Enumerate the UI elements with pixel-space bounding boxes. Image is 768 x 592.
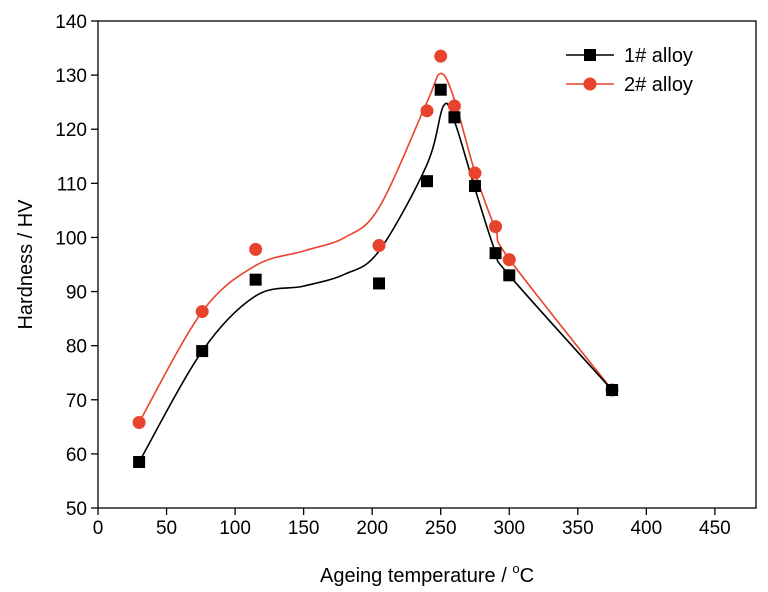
y-tick-label: 50 <box>66 499 87 520</box>
x-tick-label: 150 <box>288 518 320 539</box>
data-point-1 <box>421 175 433 188</box>
plot-layer <box>132 49 619 469</box>
data-point-2 <box>195 305 209 319</box>
data-point-1 <box>468 180 481 193</box>
data-point-2 <box>249 242 263 256</box>
data-point-1 <box>503 269 516 282</box>
x-axis: 0 50 100 150 200 250 300 350 400 450 <box>93 508 731 539</box>
x-axis-title: Ageing temperature / oC <box>320 561 534 587</box>
data-point-1 <box>373 277 386 290</box>
legend-marker-1 <box>584 49 596 61</box>
x-tick-label: 300 <box>493 518 525 539</box>
data-point-2 <box>502 253 516 267</box>
data-point-2 <box>447 99 461 113</box>
y-tick-label: 80 <box>66 337 87 358</box>
x-tick-label: 100 <box>219 518 251 539</box>
data-point-1 <box>249 273 262 286</box>
plot-frame <box>97 20 757 509</box>
y-tick-label: 120 <box>55 120 87 141</box>
x-tick-label: 400 <box>630 518 662 539</box>
legend-label-2: 2# alloy <box>624 74 693 96</box>
data-point-2 <box>489 220 503 234</box>
data-point-1 <box>434 83 447 96</box>
y-tick-label: 60 <box>66 445 87 466</box>
data-point-1 <box>448 111 461 124</box>
data-point-2 <box>132 416 146 430</box>
y-tick-label: 90 <box>66 283 87 304</box>
y-axis: 50 60 70 80 90 100 110 120 130 140 <box>55 12 98 520</box>
y-tick-label: 140 <box>55 12 87 33</box>
x-tick-label: 450 <box>699 518 731 539</box>
y-axis-title: Hardness / HV <box>15 199 37 330</box>
y-tick-label: 110 <box>57 174 87 195</box>
data-point-1 <box>489 247 502 260</box>
x-tick-label: 200 <box>356 518 388 539</box>
legend-label-1: 1# alloy <box>624 45 693 67</box>
x-tick-label: 250 <box>425 518 457 539</box>
y-tick-label: 70 <box>66 391 87 412</box>
y-tick-label: 100 <box>55 228 87 249</box>
y-tick-label: 130 <box>55 66 87 87</box>
x-tick-label: 350 <box>562 518 594 539</box>
series-line-2 <box>138 72 613 423</box>
data-point-1 <box>133 456 146 469</box>
data-point-1 <box>196 345 209 358</box>
legend: 1# alloy 2# alloy <box>566 45 693 96</box>
data-point-2 <box>372 239 386 253</box>
x-tick-label: 0 <box>93 518 104 539</box>
data-point-1 <box>606 384 619 397</box>
data-point-2 <box>468 166 482 180</box>
data-point-2 <box>420 104 434 118</box>
x-tick-label: 50 <box>156 518 177 539</box>
legend-marker-2 <box>583 77 597 91</box>
data-point-2 <box>434 49 448 63</box>
